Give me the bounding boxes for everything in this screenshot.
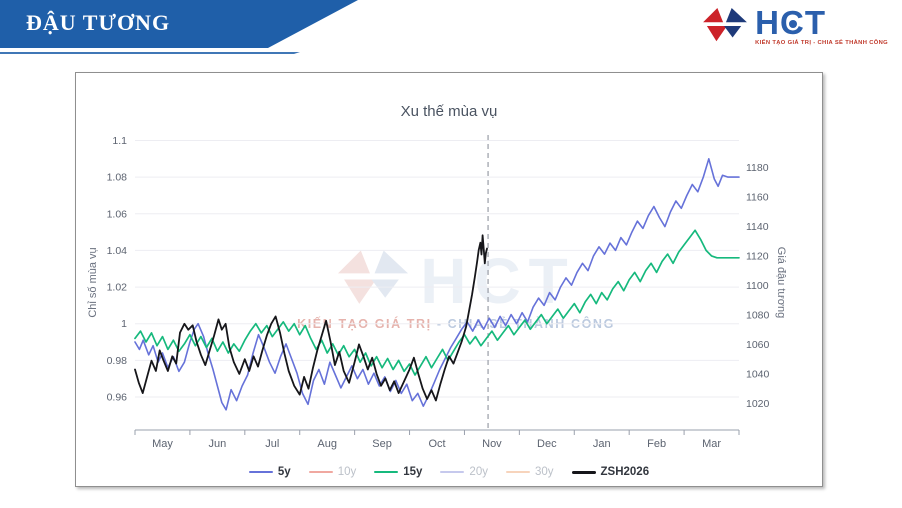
hct-logo: HCT KIẾN TẠO GIÁ TRỊ - CHIA SẺ THÀNH CÔN… [702,4,888,47]
series-line-ZSH2026[interactable] [134,234,488,402]
right-axis-tick: 1140 [746,221,769,233]
banner-accent-line [0,52,300,54]
legend-item-ZSH2026[interactable]: ZSH2026 [571,466,650,478]
legend-item-15y[interactable]: 15y [374,466,422,478]
x-axis-label: Nov [482,438,502,450]
legend-item-5y[interactable]: 5y [248,466,291,478]
x-axis-label: Sep [372,438,392,450]
legend-item-30y[interactable]: 30y [505,466,554,478]
hct-gem-icon [703,7,748,42]
left-axis-tick: 1.08 [107,172,128,184]
left-axis-title: Chỉ số mùa vụ [87,247,99,317]
logo-c-dot [788,20,797,28]
right-axis-tick: 1100 [746,280,769,292]
legend-swatch [505,470,530,474]
chart-title: Xu thế mùa vụ [400,103,498,120]
legend-swatch [440,470,465,474]
legend-swatch [571,470,596,474]
chart-legend: 5y 10y 15y 20y 30y ZSH2026 [76,466,822,478]
x-axis-label: Jul [265,438,279,450]
legend-label: 15y [403,466,423,478]
x-axis-label: Jun [208,438,226,450]
legend-label: 10y [337,466,357,478]
series-line-15y[interactable] [134,229,740,376]
left-axis-tick: 0.98 [107,355,128,367]
x-axis-label: Mar [702,438,721,450]
legend-label: 5y [277,466,291,478]
logo-wordmark: HCT [755,4,826,41]
right-axis-tick: 1120 [746,250,769,262]
legend-swatch [374,470,399,474]
watermark-gem-icon [338,250,409,304]
left-axis-tick: 1.06 [107,208,128,220]
legend-swatch [248,470,273,474]
right-axis-tick: 1180 [746,162,769,174]
x-axis-label: Aug [317,438,337,450]
chart-canvas[interactable]: 0.96 0.98 1 1.02 1.04 1.06 1.08 1.1 1020 1040 1060… [76,73,822,486]
legend-item-10y[interactable]: 10y [308,466,357,478]
right-axis-tick: 1160 [746,191,769,203]
series-line-5y[interactable] [134,158,740,411]
x-axis-label: Dec [537,438,557,450]
legend-label: 30y [534,466,554,478]
left-axis-tick: 0.96 [107,392,128,404]
legend-label: ZSH2026 [600,466,650,478]
page-title: ĐẬU TƯƠNG [26,10,171,35]
chart-card: Xu thế mùa vụ HCT KIẾN TẠO GIÁ TRỊ - CHI… [75,72,823,487]
x-axis-label: Jan [593,438,611,450]
left-axis-tick: 1.1 [112,135,127,147]
x-axis-label: Oct [428,438,445,450]
logo-tagline: KIẾN TẠO GIÁ TRỊ - CHIA SẺ THÀNH CÔNG [755,40,888,46]
legend-item-20y[interactable]: 20y [440,466,488,478]
right-axis-tick: 1020 [746,398,770,410]
right-axis-tick: 1040 [746,368,770,380]
watermark-wordmark: HCT [420,245,576,317]
left-axis-tick: 1.04 [107,245,128,257]
right-axis-tick: 1080 [746,309,770,321]
legend-swatch [308,470,333,474]
legend-label: 20y [469,466,488,478]
right-axis-title: Giá đậu tương [775,247,787,318]
x-axis-label: Feb [647,438,666,450]
right-axis-tick: 1060 [746,339,770,351]
left-axis-tick: 1 [121,318,127,330]
x-axis-label: May [152,438,173,450]
left-axis-tick: 1.02 [107,282,128,294]
